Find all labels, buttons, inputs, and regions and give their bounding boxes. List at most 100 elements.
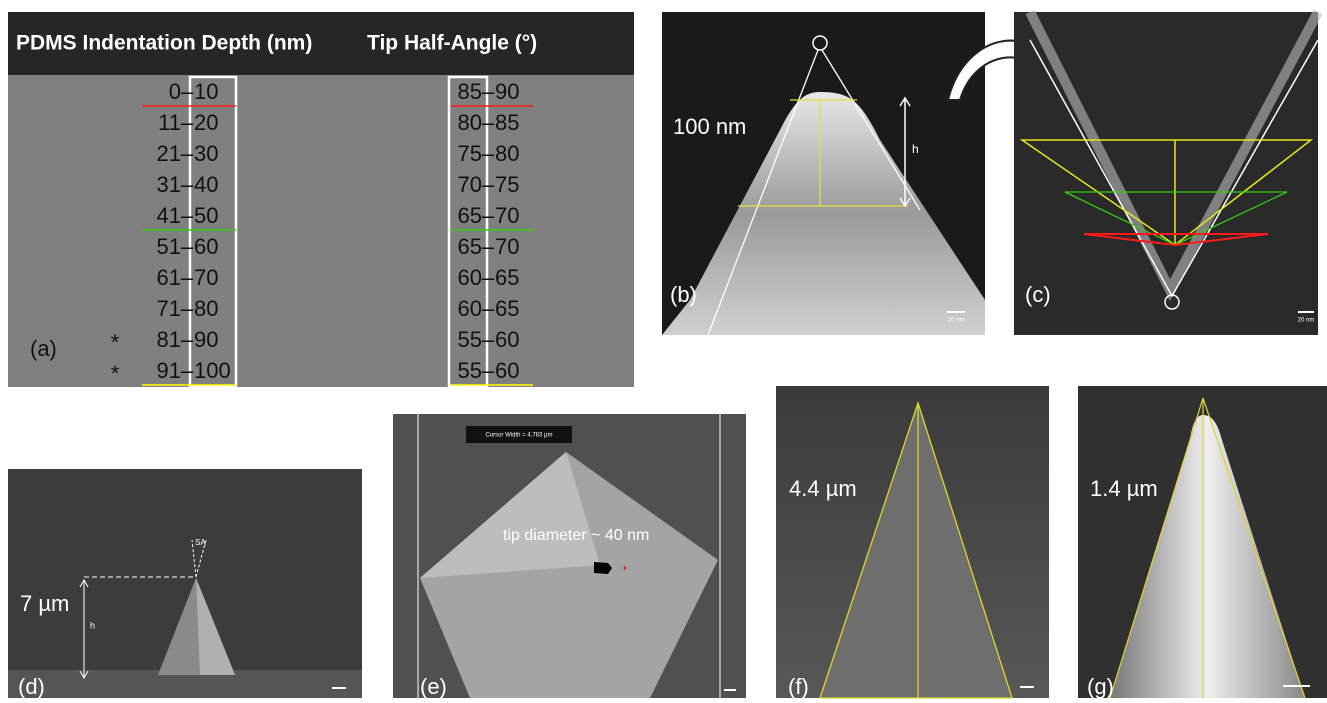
pointer-arrow <box>594 562 612 574</box>
size-label: 7 µm <box>20 591 69 616</box>
panel-label: (a) <box>30 336 57 361</box>
table-cell: 65 <box>495 265 519 290</box>
table-cell: 75 <box>495 172 519 197</box>
table-cell: – <box>482 265 495 290</box>
table-cell: – <box>181 265 194 290</box>
measure-line <box>1109 397 1306 699</box>
tip-image <box>196 578 235 675</box>
table-cell: – <box>482 79 495 104</box>
table-cell: – <box>181 327 194 352</box>
table-cell: 60 <box>458 265 482 290</box>
table-cell: 55 <box>458 358 482 383</box>
table-cell: 70 <box>495 234 519 259</box>
table-cell: 80 <box>458 110 482 135</box>
panel-label: (f) <box>788 674 809 699</box>
panel-label: (g) <box>1087 674 1114 699</box>
table-cell: 31 <box>157 172 181 197</box>
panel-g: 1.4 µm (g) <box>1078 386 1327 699</box>
panel-d: 7 µm h SA (d) <box>8 469 362 699</box>
table-cell: 70 <box>458 172 482 197</box>
cursor-box <box>466 426 572 443</box>
table-cell: 51 <box>157 234 181 259</box>
table-cell: – <box>482 172 495 197</box>
panel-b: 100 nm h (b) 20 nm <box>662 12 985 336</box>
apex-circle <box>812 35 828 51</box>
panel-e: Cursor Width = 4.783 µm tip diameter ~ 4… <box>393 414 746 699</box>
tip-image <box>1110 415 1305 698</box>
angle-line <box>191 539 207 578</box>
table-cell: 50 <box>194 203 218 228</box>
table-cell: 10 <box>194 79 218 104</box>
table-cell: 0 <box>169 79 181 104</box>
scale-label: 20 nm <box>1298 318 1315 324</box>
highlight-box <box>447 75 489 388</box>
size-label: 4.4 µm <box>789 476 857 501</box>
table-cell: 21 <box>157 141 181 166</box>
height-label: h <box>912 142 919 156</box>
height-label: h <box>90 620 95 630</box>
table-cell: – <box>482 358 495 383</box>
tip-dot <box>623 566 627 570</box>
table-cell: 100 <box>194 358 231 383</box>
header-cell: Tip Half-Angle (°) <box>367 32 537 55</box>
table-cell: 30 <box>194 141 218 166</box>
table-header <box>8 12 634 75</box>
table-cell: 55 <box>458 327 482 352</box>
table-cell: 71 <box>157 296 181 321</box>
table-cell: 40 <box>194 172 218 197</box>
table-cell: 70 <box>194 265 218 290</box>
tip-image <box>662 92 985 335</box>
table-cell: – <box>482 327 495 352</box>
table-cell: – <box>181 358 194 383</box>
table-cell: – <box>181 234 194 259</box>
panel-label: (c) <box>1025 282 1051 307</box>
table-cell: 61 <box>157 265 181 290</box>
table-cell: 75 <box>458 141 482 166</box>
table-cell: 81 <box>157 327 181 352</box>
table-cell: 20 <box>194 110 218 135</box>
table-cell: 60 <box>495 358 519 383</box>
panel-c: (c) 20 nm <box>1014 9 1323 335</box>
row-marker: * <box>111 361 120 386</box>
table-cell: 60 <box>495 327 519 352</box>
table-cell: 41 <box>157 203 181 228</box>
table-cell: 80 <box>194 296 218 321</box>
row-marker: * <box>111 330 120 355</box>
table-cell: 85 <box>458 79 482 104</box>
edge-line <box>707 49 819 336</box>
table-cell: 11 <box>158 110 181 135</box>
cursor-label: Cursor Width = 4.783 µm <box>486 433 553 439</box>
table-cell: – <box>482 234 495 259</box>
table-cell: 90 <box>495 79 519 104</box>
table-cell: – <box>181 296 194 321</box>
table-cell: 70 <box>495 203 519 228</box>
angle-label: SA <box>195 538 206 547</box>
measure-triangle <box>1064 191 1288 246</box>
table-cell: 65 <box>458 203 482 228</box>
table-cell: – <box>181 110 194 135</box>
height-arrow <box>79 578 89 680</box>
table-cell: 65 <box>458 234 482 259</box>
table-cell: – <box>482 141 495 166</box>
panel-f: 4.4 µm (f) <box>776 386 1049 699</box>
tip-facet <box>420 452 600 578</box>
apex-circle <box>1164 294 1180 310</box>
tip-image <box>1025 9 1323 301</box>
table-cell: – <box>482 203 495 228</box>
table-cell: 85 <box>495 110 519 135</box>
table-cell: 91 <box>157 358 181 383</box>
table-cell: 65 <box>495 296 519 321</box>
table-cell: – <box>482 296 495 321</box>
table-cell: – <box>181 79 194 104</box>
table-cell: – <box>482 110 495 135</box>
panel-label: (b) <box>670 282 697 307</box>
tip-image <box>420 452 718 698</box>
panel-label: (e) <box>420 674 447 699</box>
table-cell: – <box>181 141 194 166</box>
scale-label: 20 nm <box>948 318 965 324</box>
table-cell: 60 <box>194 234 218 259</box>
table-cell: 60 <box>458 296 482 321</box>
edge-line <box>1029 39 1319 298</box>
